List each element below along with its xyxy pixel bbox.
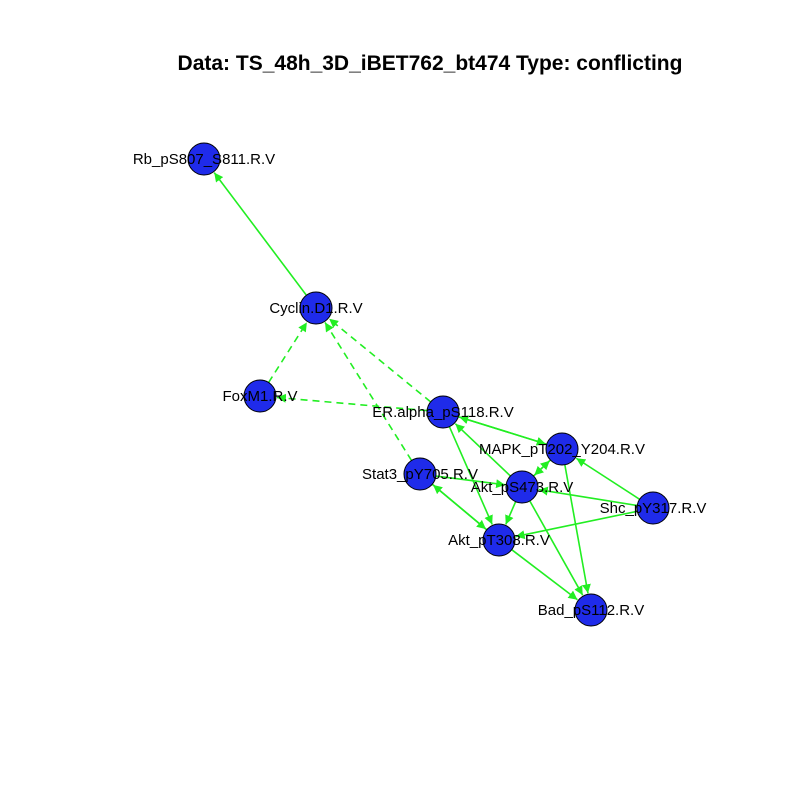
edge-cyclin-to-rb (213, 172, 308, 296)
node-circle (403, 457, 437, 491)
node-label: ER.alpha_pS118.R.V (372, 404, 513, 421)
node-akt308: Akt_pT308.R.V (448, 523, 550, 557)
node-circle (545, 432, 579, 466)
node-label: Akt_pS473.R.V (471, 479, 574, 496)
node-label: FoxM1.R.V (222, 388, 297, 405)
node-circle (505, 470, 539, 504)
node-label: Rb_pS807_S811.R.V (133, 151, 275, 168)
graph-title: Data: TS_48h_3D_iBET762_bt474 Type: conf… (178, 52, 683, 75)
node-rb: Rb_pS807_S811.R.V (133, 142, 275, 176)
edge-shc-to-mapk (575, 457, 641, 500)
node-circle (574, 593, 608, 627)
node-bad: Bad_pS112.R.V (538, 593, 644, 627)
node-foxm1: FoxM1.R.V (222, 379, 298, 413)
node-er: ER.alpha_pS118.R.V (372, 395, 514, 429)
edge-stat3-to-akt473 (435, 475, 506, 489)
edge-akt473-to-akt308 (505, 501, 517, 525)
edge-akt473-to-bad (529, 500, 584, 596)
node-circle (426, 395, 460, 429)
edge-foxm1-to-cyclin (267, 321, 308, 383)
edge-er-to-foxm1 (276, 393, 428, 412)
edges-layer (213, 172, 641, 601)
node-label: Shc_pY317.R.V (600, 500, 707, 517)
edge-shc-to-akt473 (538, 486, 638, 507)
edge-akt473-to-er (454, 423, 511, 477)
node-shc: Shc_pY317.R.V (600, 491, 707, 525)
node-circle (299, 291, 333, 325)
node-circle (482, 523, 516, 557)
node-akt473: Akt_pS473.R.V (471, 470, 574, 504)
node-circle (243, 379, 277, 413)
node-mapk: MAPK_pT202_Y204.R.V (479, 432, 645, 466)
nodes-layer: Rb_pS807_S811.R.V Cyclin.D1.R.V FoxM1.R.V E… (133, 142, 707, 627)
edge-mapk-to-bad (564, 464, 591, 594)
node-circle (187, 142, 221, 176)
node-cyclin: Cyclin.D1.R.V (269, 291, 363, 325)
node-label: Akt_pT308.R.V (448, 532, 550, 549)
node-label: Stat3_pY705.R.V (362, 466, 478, 483)
edge-mapk-to-akt473 (533, 459, 551, 476)
edge-stat3-to-cyclin (324, 321, 413, 461)
edge-stat3-to-akt308 (431, 483, 487, 530)
edge-er-to-cyclin (328, 318, 432, 403)
edge-akt308-to-bad (511, 549, 578, 601)
edge-mapk-to-er (458, 415, 547, 446)
node-circle (636, 491, 670, 525)
node-label: MAPK_pT202_Y204.R.V (479, 441, 645, 458)
node-label: Cyclin.D1.R.V (269, 300, 362, 317)
edge-shc-to-akt308 (515, 510, 638, 540)
node-label: Bad_pS112.R.V (538, 602, 644, 619)
edge-er-to-akt308 (448, 426, 493, 525)
node-stat3: Stat3_pY705.R.V (362, 457, 478, 491)
